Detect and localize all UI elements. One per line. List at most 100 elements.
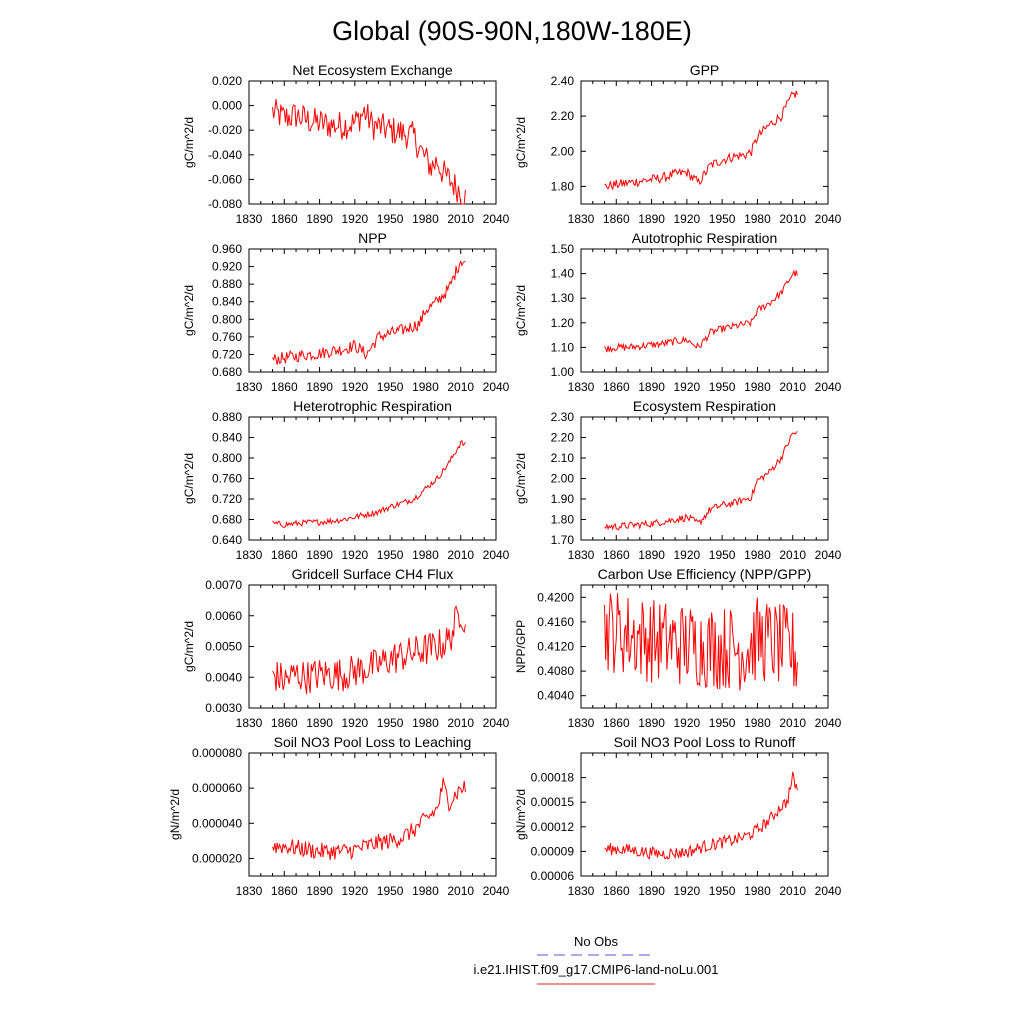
panel-10: Soil NO3 Pool Loss to Runoff 1830 1860 1890… xyxy=(514,734,842,898)
panel-title: Net Ecosystem Exchange xyxy=(292,62,453,78)
panel-7: Gridcell Surface CH4 Flux 1830 1860 1890 192… xyxy=(182,566,510,730)
y-axis-label: gC/m^2/d xyxy=(514,117,528,168)
x-tick-label: 1920 xyxy=(674,380,701,394)
y-tick-label: -0.080 xyxy=(208,197,242,211)
series-line xyxy=(272,604,466,695)
x-tick-label: 1860 xyxy=(603,212,630,226)
y-tick-label: 2.40 xyxy=(551,74,575,88)
x-tick-label: 1860 xyxy=(271,380,298,394)
x-tick-label: 1950 xyxy=(377,548,404,562)
x-tick-label: 1890 xyxy=(638,380,665,394)
y-tick-label: 0.4080 xyxy=(537,664,574,678)
series-line xyxy=(604,90,798,191)
x-tick-label: 1980 xyxy=(744,212,771,226)
y-tick-label: 0.0070 xyxy=(205,578,242,592)
panel-5: Heterotrophic Respiration 1830 1860 1890 192… xyxy=(182,398,510,562)
x-tick-label: 1920 xyxy=(674,548,701,562)
series-line xyxy=(272,259,466,365)
x-tick-label: 1980 xyxy=(744,548,771,562)
y-tick-label: 0.00012 xyxy=(531,820,575,834)
x-tick-label: 2040 xyxy=(815,212,842,226)
series-line xyxy=(272,439,466,528)
y-tick-label: 0.640 xyxy=(212,533,242,547)
plot-frame xyxy=(248,752,497,877)
x-tick-label: 1860 xyxy=(271,212,298,226)
x-tick-label: 1980 xyxy=(412,212,439,226)
plot-frame xyxy=(580,752,829,877)
y-axis-label: gC/m^2/d xyxy=(182,621,196,672)
x-tick-label: 1890 xyxy=(306,380,333,394)
x-tick-label: 1830 xyxy=(236,884,263,898)
series-line xyxy=(604,269,798,353)
x-tick-label: 2040 xyxy=(483,716,510,730)
x-tick-label: 1830 xyxy=(236,212,263,226)
y-axis-label: NPP/GPP xyxy=(514,620,528,673)
x-tick-label: 2010 xyxy=(447,716,474,730)
panel-title: Carbon Use Efficiency (NPP/GPP) xyxy=(598,566,812,582)
x-tick-label: 1950 xyxy=(377,716,404,730)
y-tick-label: 0.880 xyxy=(212,410,242,424)
y-tick-label: 0.0040 xyxy=(205,670,242,684)
x-tick-label: 1920 xyxy=(674,716,701,730)
y-tick-label: 1.10 xyxy=(551,340,575,354)
x-tick-label: 1950 xyxy=(709,548,736,562)
y-tick-label: 0.0030 xyxy=(205,701,242,715)
x-tick-label: 1980 xyxy=(412,380,439,394)
x-tick-label: 1980 xyxy=(744,716,771,730)
x-tick-label: 1860 xyxy=(603,380,630,394)
x-tick-label: 2040 xyxy=(815,884,842,898)
series-line xyxy=(604,771,798,861)
x-tick-label: 2010 xyxy=(447,212,474,226)
x-tick-label: 2010 xyxy=(779,548,806,562)
plot-frame xyxy=(248,80,497,205)
x-tick-label: 1920 xyxy=(674,212,701,226)
y-axis-label: gC/m^2/d xyxy=(182,117,196,168)
plot-frame xyxy=(248,248,497,373)
x-tick-label: 1860 xyxy=(603,716,630,730)
x-tick-label: 1830 xyxy=(568,548,595,562)
y-tick-label: -0.060 xyxy=(208,172,242,186)
plot-frame xyxy=(248,584,497,709)
x-tick-label: 1920 xyxy=(674,884,701,898)
y-tick-label: 0.00006 xyxy=(531,869,575,883)
series-line xyxy=(272,98,466,205)
y-tick-label: 1.00 xyxy=(551,365,575,379)
x-tick-label: 1980 xyxy=(744,380,771,394)
x-tick-label: 1920 xyxy=(342,716,369,730)
x-tick-label: 2010 xyxy=(779,884,806,898)
panel-title: GPP xyxy=(690,62,720,78)
figure-title: Global (90S-90N,180W-180E) xyxy=(332,16,692,46)
x-tick-label: 1920 xyxy=(342,380,369,394)
panel-1: Net Ecosystem Exchange 1830 1860 1890 1920 19… xyxy=(182,62,510,226)
x-tick-label: 1860 xyxy=(603,884,630,898)
y-tick-label: 0.000060 xyxy=(192,781,242,795)
y-tick-label: 2.00 xyxy=(551,472,575,486)
y-axis-label: gC/m^2/d xyxy=(514,453,528,504)
x-tick-label: 2040 xyxy=(483,212,510,226)
series-line xyxy=(604,431,798,531)
y-tick-label: 0.680 xyxy=(212,513,242,527)
y-tick-label: 1.90 xyxy=(551,492,575,506)
y-tick-label: 0.800 xyxy=(212,312,242,326)
y-tick-label: 0.840 xyxy=(212,431,242,445)
legend-label-model: i.e21.IHIST.f09_g17.CMIP6-land-noLu.001 xyxy=(474,962,719,977)
x-tick-label: 1920 xyxy=(342,212,369,226)
x-tick-label: 1950 xyxy=(709,380,736,394)
x-tick-label: 1950 xyxy=(709,884,736,898)
y-tick-label: 1.40 xyxy=(551,267,575,281)
legend-label-no-obs: No Obs xyxy=(574,934,619,949)
x-tick-label: 2040 xyxy=(815,548,842,562)
x-tick-label: 2040 xyxy=(483,884,510,898)
y-axis-label: gC/m^2/d xyxy=(182,285,196,336)
x-tick-label: 1890 xyxy=(306,884,333,898)
x-tick-label: 1830 xyxy=(236,548,263,562)
y-tick-label: 0.760 xyxy=(212,472,242,486)
y-tick-label: 2.30 xyxy=(551,410,575,424)
y-tick-label: 1.30 xyxy=(551,291,575,305)
y-tick-label: 2.20 xyxy=(551,431,575,445)
panel-6: Ecosystem Respiration 1830 1860 1890 1920 195… xyxy=(514,398,842,562)
y-axis-label: gN/m^2/d xyxy=(514,789,528,840)
y-tick-label: 0.000020 xyxy=(192,851,242,865)
x-tick-label: 1830 xyxy=(568,380,595,394)
